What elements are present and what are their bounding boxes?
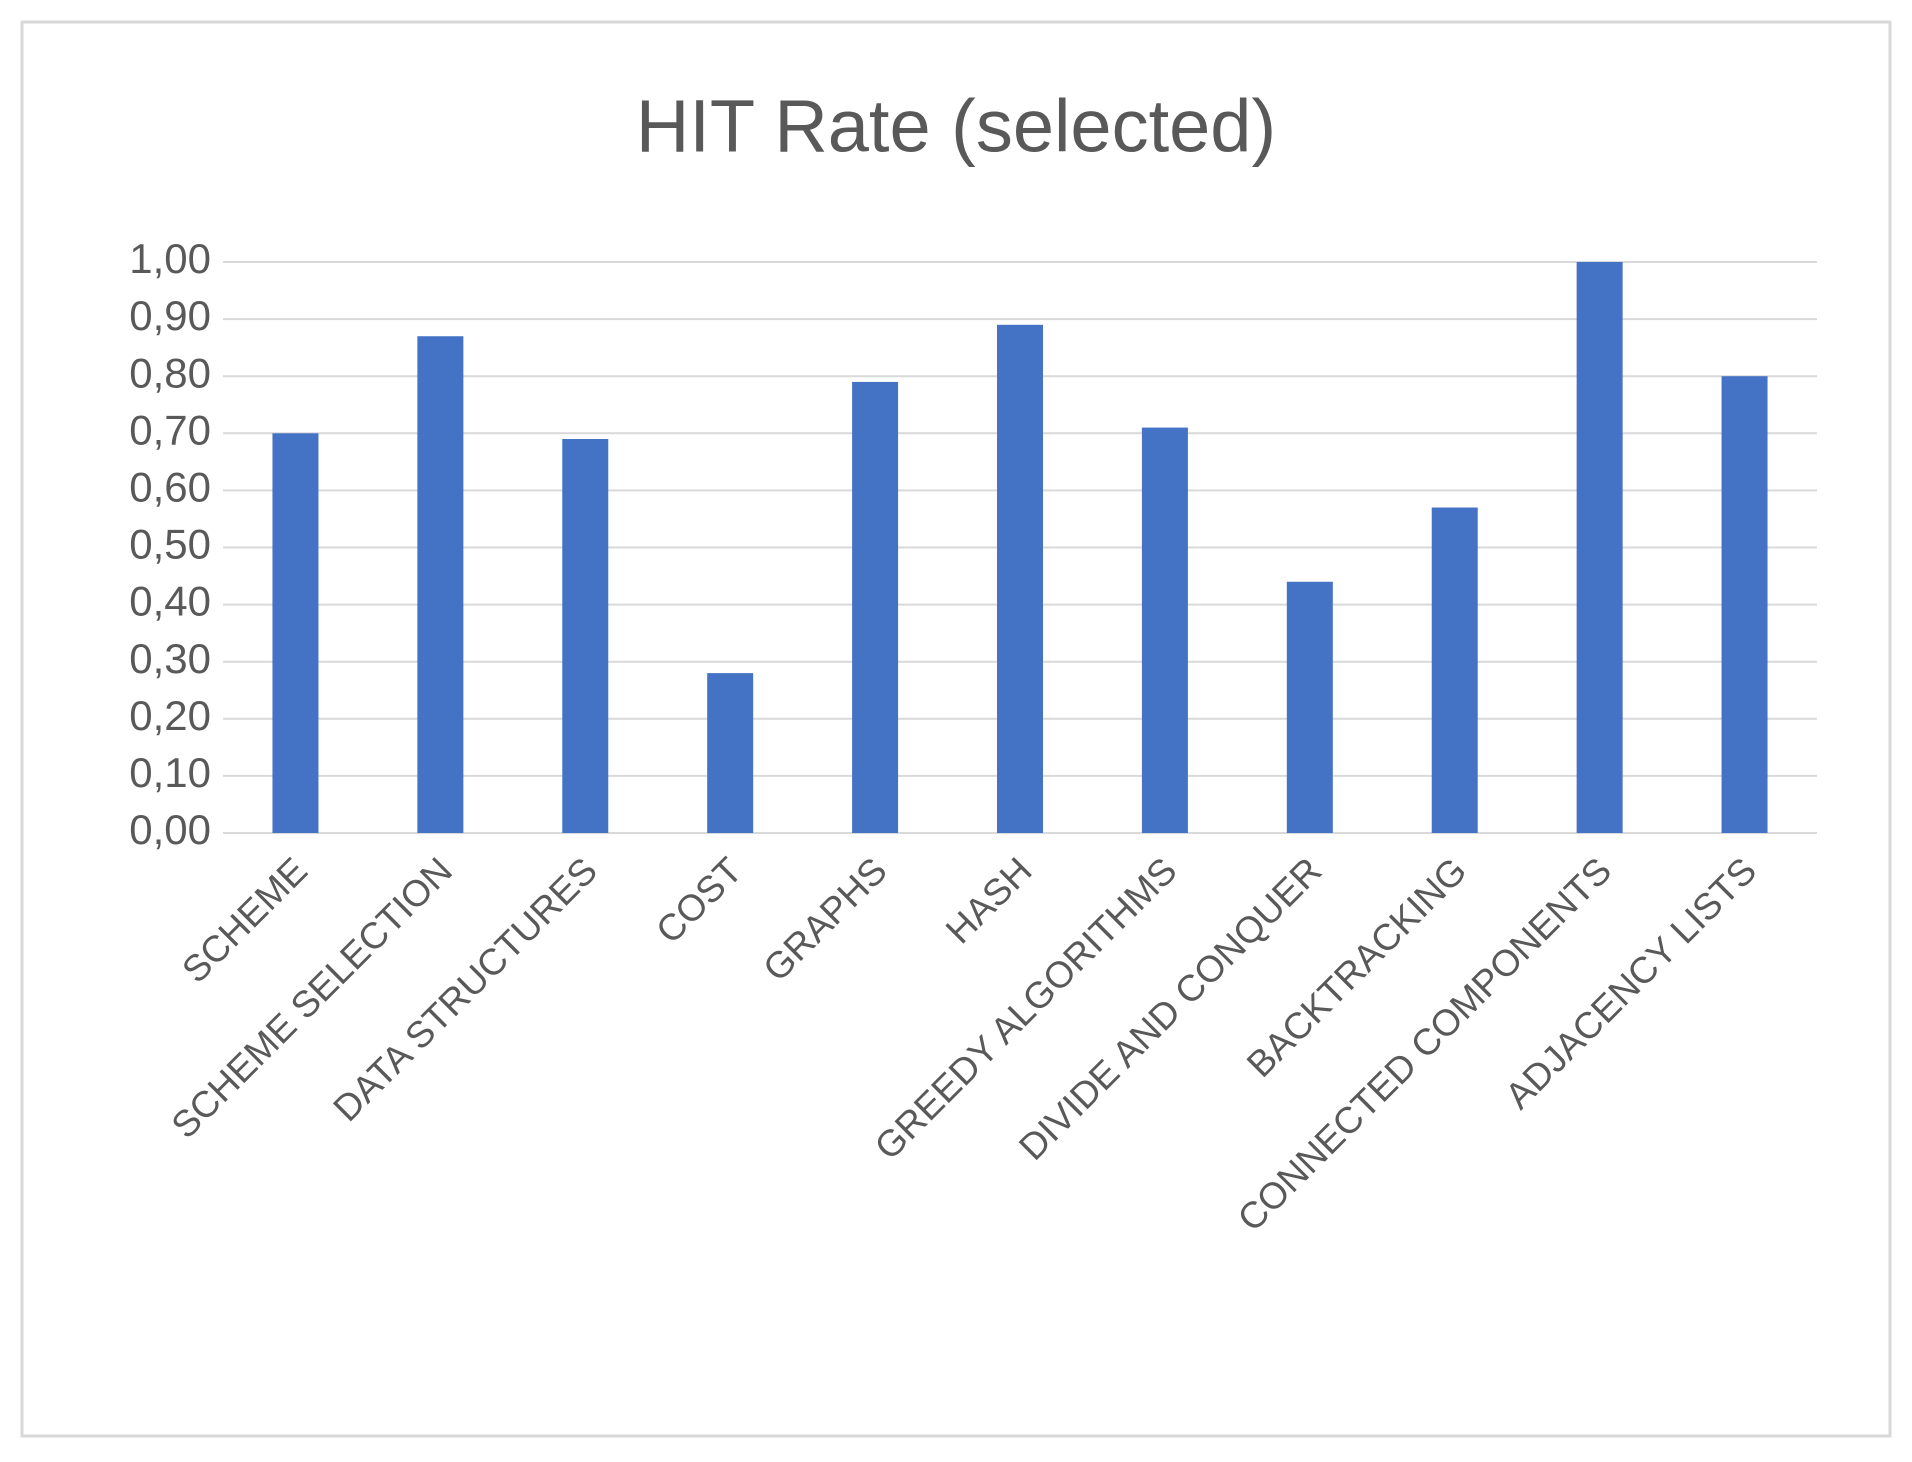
- bar: [997, 324, 1043, 833]
- bar: [562, 439, 609, 833]
- chart-title: HIT Rate (selected): [636, 85, 1276, 168]
- y-tick-label: 1,00: [129, 235, 211, 282]
- bar: [852, 381, 899, 833]
- y-tick-label: 0,10: [129, 749, 211, 796]
- y-tick-label: 0,00: [129, 806, 211, 853]
- bar: [272, 433, 319, 833]
- y-tick-label: 0,80: [129, 349, 211, 396]
- y-tick-label: 0,50: [129, 521, 211, 568]
- y-tick-label: 0,60: [129, 463, 211, 510]
- y-tick-label: 0,40: [129, 578, 211, 625]
- bar: [1431, 507, 1478, 833]
- y-tick-label: 0,90: [129, 292, 211, 339]
- bar: [1286, 581, 1333, 833]
- bar: [1576, 262, 1623, 833]
- bar: [707, 673, 754, 833]
- bar: [417, 336, 464, 833]
- y-tick-label: 0,30: [129, 635, 211, 682]
- y-tick-label: 0,70: [129, 406, 211, 453]
- y-tick-label: 0,20: [129, 692, 211, 739]
- bar: [1721, 376, 1768, 833]
- bar: [1141, 427, 1188, 833]
